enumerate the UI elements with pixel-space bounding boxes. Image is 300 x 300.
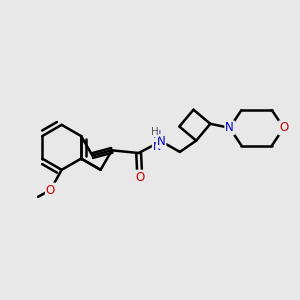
Text: N: N xyxy=(157,135,166,148)
Text: O: O xyxy=(46,184,55,196)
Text: N: N xyxy=(225,122,234,134)
Text: H
N: H N xyxy=(153,130,161,152)
Text: O: O xyxy=(279,122,288,134)
Text: O: O xyxy=(135,171,144,184)
Text: H: H xyxy=(151,127,159,136)
